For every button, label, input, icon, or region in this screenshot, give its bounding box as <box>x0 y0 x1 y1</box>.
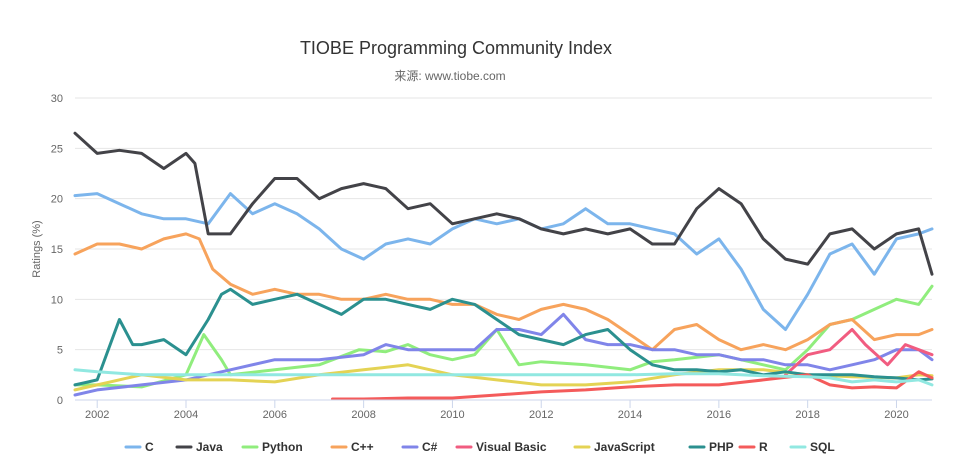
x-tick-label: 2014 <box>618 409 642 421</box>
legend-item-java[interactable]: Java <box>175 440 223 454</box>
series-line-c- <box>73 312 934 397</box>
y-tick-label: 25 <box>51 143 63 155</box>
legend-item-r[interactable]: R <box>738 440 768 454</box>
y-tick-label: 15 <box>51 244 63 256</box>
x-tick-label: 2016 <box>707 409 731 421</box>
legend-item-javascript[interactable]: JavaScript <box>573 440 655 454</box>
legend-item-php[interactable]: PHP <box>688 440 734 454</box>
legend-label: PHP <box>709 440 734 454</box>
x-tick-label: 2004 <box>174 409 198 421</box>
legend-label: C <box>145 440 154 454</box>
legend-label: C++ <box>351 440 374 454</box>
chart-title: TIOBE Programming Community Index <box>300 38 612 58</box>
x-tick-label: 2002 <box>85 409 109 421</box>
series-line-java <box>73 131 934 276</box>
x-tick-label: 2006 <box>263 409 287 421</box>
legend-label: Python <box>262 440 303 454</box>
series-line-c- <box>73 232 934 352</box>
x-tick-label: 2018 <box>795 409 819 421</box>
y-tick-label: 20 <box>51 194 63 206</box>
legend-label: Visual Basic <box>476 440 547 454</box>
legend-label: SQL <box>810 440 835 454</box>
x-tick-label: 2012 <box>529 409 553 421</box>
series-line-php <box>73 287 934 387</box>
y-tick-label: 0 <box>57 395 63 407</box>
legend-item-visual-basic[interactable]: Visual Basic <box>455 440 547 454</box>
chart-subtitle: 来源: www.tiobe.com <box>394 69 505 83</box>
series-line-c <box>73 192 934 331</box>
y-tick-label: 5 <box>57 345 63 357</box>
series-line-r <box>331 370 934 401</box>
y-tick-label: 30 <box>51 93 63 105</box>
x-tick-label: 2020 <box>884 409 908 421</box>
legend-item-python[interactable]: Python <box>241 440 303 454</box>
legend-item-c-[interactable]: C++ <box>330 440 374 454</box>
series-line-visual-basic <box>784 328 934 377</box>
y-axis-label: Ratings (%) <box>31 220 43 277</box>
axis-layer: 0 5 10 15 20 25 30 2002 2004 2006 2008 2010 2012 2014… <box>51 93 932 421</box>
legend-item-c[interactable]: C <box>124 440 154 454</box>
y-tick-label: 10 <box>51 294 63 306</box>
legend-item-c-[interactable]: C# <box>401 440 438 454</box>
legend: C Java Python C++ C# Visual Basic JavaScript PH… <box>124 440 835 454</box>
legend-label: R <box>759 440 768 454</box>
legend-item-sql[interactable]: SQL <box>789 440 835 454</box>
legend-label: Java <box>196 440 223 454</box>
legend-label: C# <box>422 440 438 454</box>
series-line-sql <box>73 368 934 387</box>
series-layer <box>73 131 934 401</box>
x-tick-label: 2008 <box>351 409 375 421</box>
legend-label: JavaScript <box>594 440 655 454</box>
x-tick-label: 2010 <box>440 409 464 421</box>
